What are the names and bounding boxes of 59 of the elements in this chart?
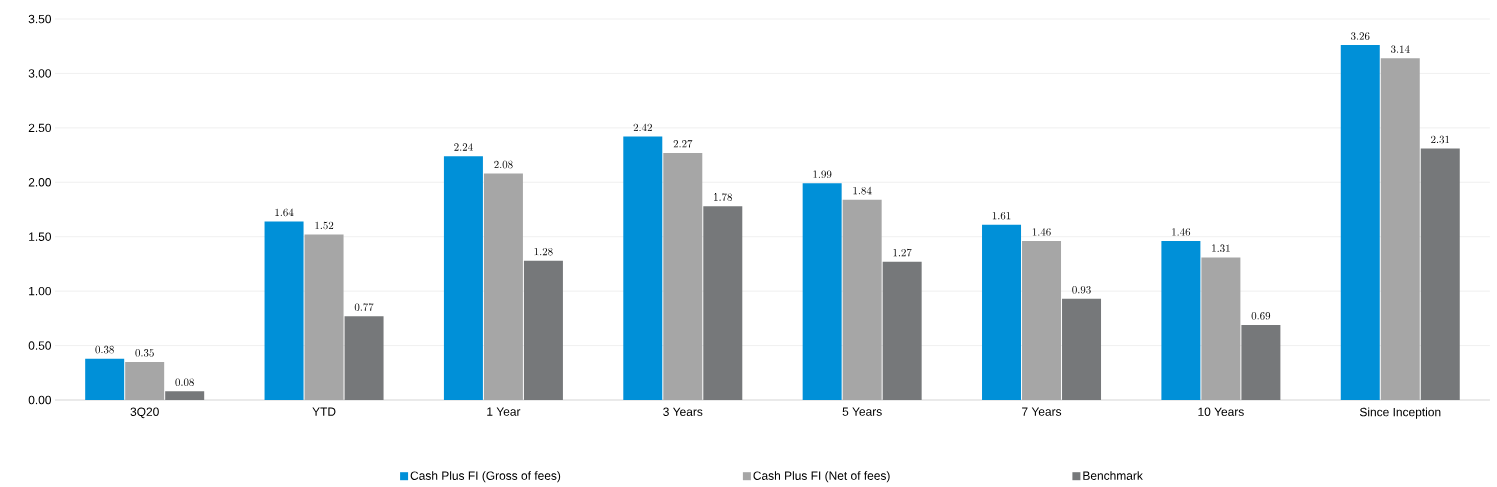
x-tick-label: 7 Years [1022, 407, 1062, 416]
data-label: 2.31 [1431, 135, 1450, 144]
legend-label: Cash Plus FI (Net of fees) [753, 471, 890, 483]
data-label: 1 .99 [813, 170, 832, 179]
data-label: 0.69 [1251, 312, 1271, 320]
bar [264, 221, 304, 400]
data-label: 2.42 [633, 123, 652, 132]
bar [1420, 148, 1460, 400]
y-tick-label: 2.00 [28, 178, 52, 187]
data-label: 0.77 [354, 303, 374, 311]
data-label: 3.26 [1351, 32, 1370, 40]
x-tick-label: Since Inception [1359, 407, 1441, 419]
x-tick-label: YTD [312, 407, 336, 416]
bar [85, 358, 125, 400]
data-label: 1 .61 [992, 211, 1011, 220]
bar [802, 183, 842, 400]
data-label: 1 .28 [534, 247, 553, 256]
data-label: 1 .31 [1212, 244, 1230, 253]
bar [882, 261, 922, 400]
x-tick-label: 5 Years [842, 407, 882, 416]
y-tick-label: 3.50 [28, 14, 52, 24]
data-label: 1 .46 [1032, 228, 1051, 236]
y-tick-label: 1.00 [29, 286, 52, 296]
data-label: 0.08 [175, 378, 194, 387]
data-label: 1 .84 [853, 186, 872, 195]
x-tick-label: 10 Years [1198, 407, 1244, 416]
x-tick-label: 3Q20 [130, 407, 159, 419]
y-tick-label: 3.00 [28, 69, 52, 78]
legend-label: Benchmark [1083, 471, 1143, 480]
data-label: 2.24 [454, 143, 473, 151]
y-tick-label: 0.50 [28, 341, 52, 350]
x-tick-label: 3 Years [663, 407, 703, 416]
data-label: 1 .46 [1172, 228, 1191, 236]
bar [1161, 241, 1201, 400]
bar [1241, 324, 1281, 400]
data-label: 1 .27 [893, 248, 912, 257]
data-label: 1 .78 [714, 193, 733, 201]
bar [982, 224, 1022, 400]
bar [443, 156, 483, 400]
bar [165, 391, 205, 400]
data-label: 1 .64 [275, 208, 294, 217]
data-label: 3. 14 [1391, 45, 1410, 53]
data-label: 1 .52 [315, 221, 334, 230]
data-label: 2.27 [673, 140, 693, 148]
x-tick-label: 1 Year [487, 407, 521, 416]
data-label: 0.38 [95, 345, 114, 354]
bar [623, 136, 663, 400]
bar [1062, 298, 1102, 400]
y-tick-label: 0.00 [28, 395, 52, 405]
bar [1340, 45, 1380, 400]
y-tick-label: 1.50 [29, 232, 52, 241]
bar [523, 260, 563, 400]
legend-label: Cash Plus FI (Gross of fees) [410, 471, 561, 483]
data-label: 0.35 [135, 349, 154, 357]
bar [703, 206, 743, 400]
bar [344, 316, 384, 400]
y-tick-label: 2.50 [28, 123, 52, 133]
data-label: 2.08 [494, 160, 513, 169]
data-label: 0.93 [1072, 285, 1091, 294]
